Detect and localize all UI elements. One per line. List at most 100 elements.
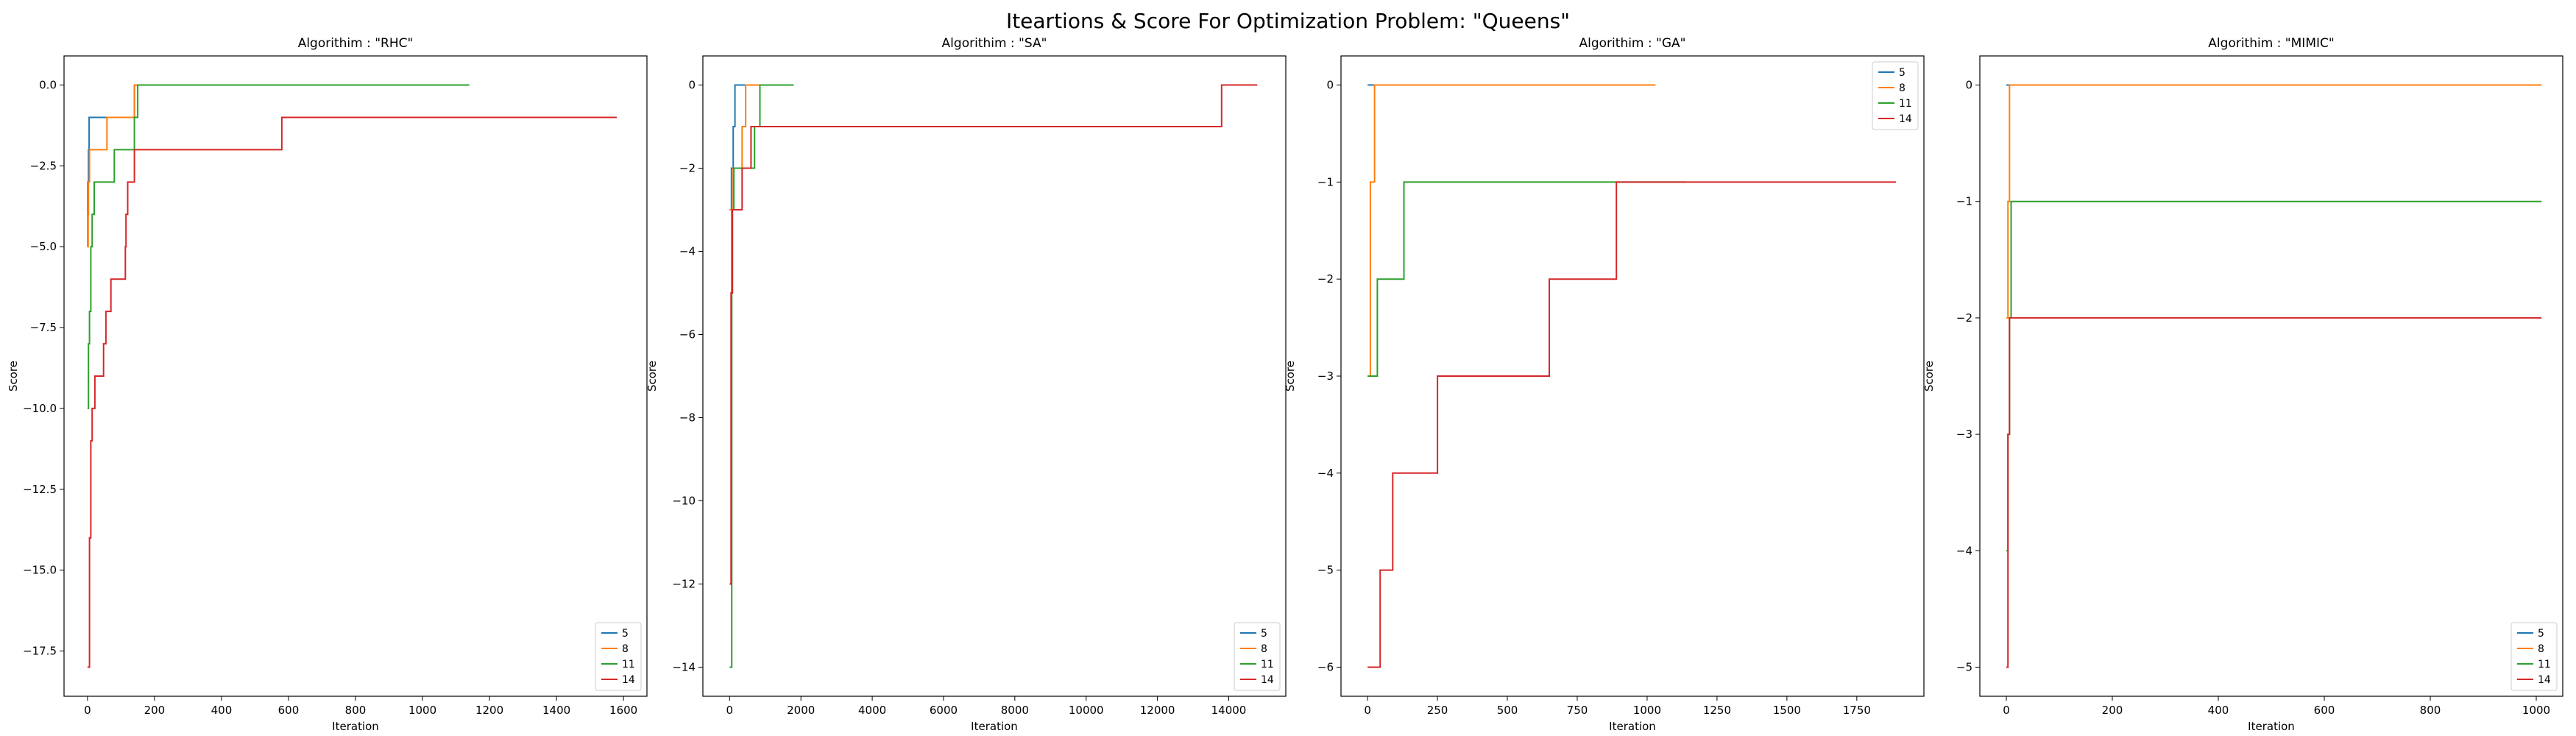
x-axis-label: Iteration	[971, 720, 1018, 733]
y-tick-label: −4	[1956, 544, 1972, 557]
x-tick-label: 500	[1497, 704, 1518, 717]
y-tick-label: 0.0	[39, 79, 57, 92]
legend-label-11: 11	[622, 659, 635, 670]
legend-label-14: 14	[2538, 674, 2551, 686]
axes-frame	[702, 55, 1287, 697]
y-tick-label: −4	[1317, 467, 1334, 480]
legend-label-11: 11	[1899, 98, 1912, 110]
legend-label-14: 14	[1899, 113, 1912, 125]
legend-label-11: 11	[2538, 659, 2551, 670]
x-axis-label: Iteration	[2248, 720, 2295, 733]
legend-box	[595, 622, 642, 691]
legend-label-8: 8	[1899, 82, 1906, 94]
y-tick-label: −8	[679, 411, 696, 424]
legend-label-11: 11	[1261, 659, 1274, 670]
legend-label-8: 8	[622, 643, 629, 655]
panel-title: Algorithim : "SA"	[942, 36, 1047, 51]
axes-frame	[1340, 55, 1925, 697]
y-axis-label: Score	[1922, 361, 1936, 392]
x-tick-label: 1750	[1843, 704, 1871, 717]
legend-label-5: 5	[622, 628, 629, 640]
x-tick-label: 800	[2420, 704, 2441, 717]
legend-label-5: 5	[1261, 628, 1267, 640]
chart-panel-0: Algorithim : "RHC" 0 200 400 600 800 1000 1200 1…	[7, 36, 648, 733]
y-tick-label: −14	[672, 660, 696, 673]
y-axis-label: Score	[7, 361, 20, 392]
y-tick-label: 0	[1326, 79, 1334, 92]
x-tick-label: 2000	[787, 704, 815, 717]
x-tick-label: 600	[278, 704, 300, 717]
series-line-14	[1367, 181, 1896, 668]
x-tick-label: 250	[1427, 704, 1448, 717]
y-tick-label: −6	[1317, 660, 1334, 673]
panel-title: Algorithim : "RHC"	[298, 36, 414, 51]
y-tick-label: −12.5	[23, 483, 57, 496]
y-tick-label: −3	[1317, 369, 1334, 383]
y-tick-label: −7.5	[30, 321, 57, 334]
series-line-5	[87, 84, 138, 248]
x-tick-label: 750	[1567, 704, 1588, 717]
y-tick-label: −1	[1317, 175, 1334, 188]
legend-label-8: 8	[2538, 643, 2544, 655]
series-line-11	[2006, 200, 2542, 552]
y-tick-label: −2	[1956, 311, 1972, 325]
y-tick-label: −12	[672, 577, 696, 590]
figure-title: Iteartions & Score For Optimization Prob…	[1006, 9, 1570, 33]
x-tick-label: 1000	[1633, 704, 1661, 717]
series-line-11	[1367, 181, 1687, 377]
x-tick-label: 1000	[2522, 704, 2550, 717]
legend-label-5: 5	[2538, 628, 2544, 640]
legend-box	[1234, 622, 1281, 691]
panels: Algorithim : "RHC"0 200 400 600 800 1000 1200 1…	[7, 36, 2563, 733]
series-line-14	[729, 84, 1258, 585]
legend-label-8: 8	[1261, 643, 1267, 655]
y-axis-label: Score	[1284, 361, 1297, 392]
x-tick-label: 600	[2314, 704, 2335, 717]
series-line-14	[87, 116, 617, 668]
chart-panel-2: Algorithim : "GA" 0 250 500 750 1000 1250 1500 1…	[1284, 36, 1925, 733]
x-tick-label: 1000	[408, 704, 436, 717]
legend-label-14: 14	[1261, 674, 1274, 686]
series-line-11	[87, 84, 470, 409]
legend: 5 8 11 14	[2510, 622, 2558, 691]
x-tick-label: 6000	[930, 704, 958, 717]
x-tick-label: 1400	[542, 704, 570, 717]
x-axis-label: Iteration	[332, 720, 379, 733]
legend-box	[2510, 622, 2558, 691]
x-tick-label: 12000	[1140, 704, 1175, 717]
y-tick-label: −5.0	[30, 240, 57, 253]
y-tick-label: −4	[679, 245, 696, 258]
x-tick-label: 1600	[609, 704, 637, 717]
y-axis-label: Score	[645, 361, 659, 392]
x-tick-label: 0	[726, 704, 734, 717]
series-line-8	[2006, 84, 2542, 319]
axes-frame	[1979, 55, 2563, 697]
panel-title: Algorithim : "GA"	[1579, 36, 1686, 51]
series-line-8	[1367, 84, 1656, 377]
legend: 5 8 11 14	[1234, 622, 1281, 691]
x-tick-label: 14000	[1211, 704, 1247, 717]
y-tick-label: −2	[1317, 272, 1334, 286]
x-tick-label: 1200	[475, 704, 503, 717]
x-tick-label: 4000	[858, 704, 886, 717]
x-tick-label: 400	[2208, 704, 2229, 717]
y-tick-label: −5	[1956, 660, 1972, 673]
chart-panel-3: Algorithim : "MIMIC" 0 200 400 600 800 1000 0 −1…	[1922, 36, 2563, 733]
y-tick-label: −2.5	[30, 159, 57, 172]
series-line-11	[729, 84, 794, 668]
x-tick-label: 10000	[1069, 704, 1104, 717]
x-tick-label: 8000	[1001, 704, 1029, 717]
panel-title: Algorithim : "MIMIC"	[2208, 36, 2334, 51]
y-tick-label: −1	[1956, 195, 1972, 208]
y-tick-label: 0	[688, 79, 696, 92]
x-tick-label: 1250	[1703, 704, 1731, 717]
y-tick-label: −15.0	[23, 564, 57, 577]
chart-panel-1: Algorithim : "SA" 0 2000 4000 6000 8000 10000 1…	[645, 36, 1287, 733]
y-tick-label: −17.5	[23, 644, 57, 657]
x-tick-label: 0	[84, 704, 91, 717]
y-tick-label: −2	[679, 162, 696, 175]
legend-label-14: 14	[622, 674, 635, 686]
legend-label-5: 5	[1899, 67, 1906, 79]
y-tick-label: −3	[1956, 428, 1972, 441]
